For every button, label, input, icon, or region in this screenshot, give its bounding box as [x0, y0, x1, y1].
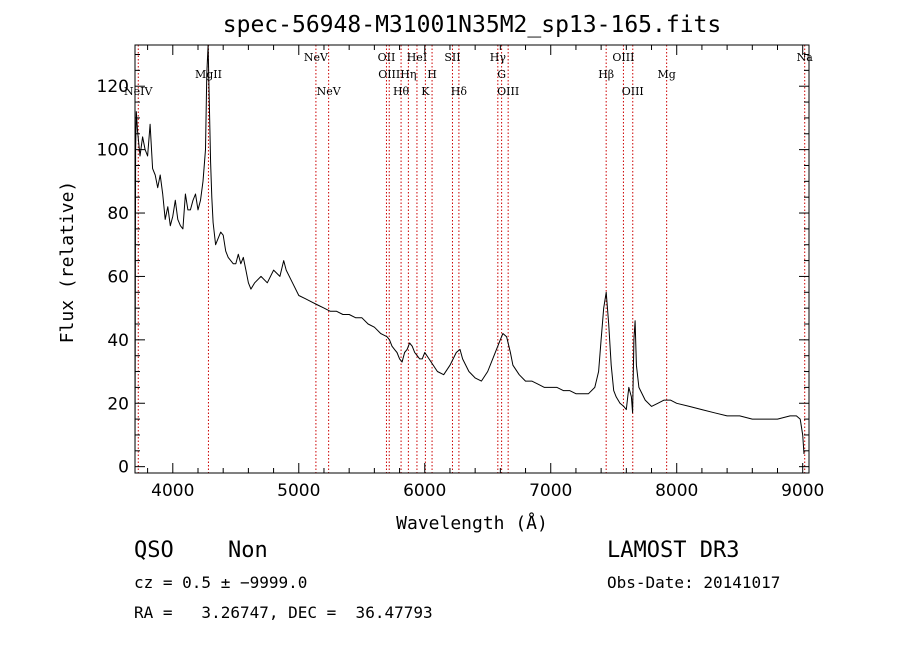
axis-ticks	[135, 45, 809, 473]
y-tick-label-5: 100	[97, 141, 129, 161]
line-label-8: HeI	[407, 51, 427, 64]
line-label-12: Hδ	[451, 85, 468, 98]
object-subclass: Non	[228, 538, 268, 563]
coordinates: RA = 3.26747, DEC = 36.47793	[134, 603, 433, 622]
x-tick-label-1: 5000	[277, 481, 320, 501]
axis-tick-labels: 4000 5000 6000 7000 8000 9000 0 20 40 60 80 100 120	[97, 77, 825, 501]
x-tick-label-0: 4000	[151, 481, 194, 501]
line-label-7: Hη	[400, 68, 416, 81]
line-label-15: OIII	[497, 85, 519, 98]
observation-date: Obs-Date: 20141017	[607, 573, 781, 592]
y-tick-label-6: 120	[97, 77, 129, 97]
line-label-6: Hθ	[393, 85, 410, 98]
y-tick-label-2: 40	[107, 331, 129, 351]
chart-title: spec-56948-M31001N35M2_sp13-165.fits	[223, 12, 722, 38]
x-tick-label-3: 7000	[529, 481, 572, 501]
line-label-14: G	[497, 68, 506, 81]
y-tick-label-4: 80	[107, 204, 129, 224]
line-label-5: OIII	[378, 68, 400, 81]
line-label-13: Hγ	[490, 51, 507, 64]
line-label-16: Hβ	[598, 68, 614, 81]
line-label-18: OIII	[622, 85, 644, 98]
x-axis-label: Wavelength (Å)	[396, 512, 548, 534]
line-label-2: NeV	[304, 51, 329, 64]
y-tick-label-3: 60	[107, 267, 129, 287]
x-tick-label-2: 6000	[403, 481, 446, 501]
y-axis-label: Flux (relative)	[57, 181, 78, 344]
x-tick-label-5: 9000	[781, 481, 824, 501]
emission-line-markers	[137, 45, 806, 473]
plot-frame	[134, 44, 810, 474]
object-class: QSO	[134, 538, 174, 563]
emission-line-labels: NeIVMgIINeVNeVOIIOIIIHθHηHeIKHSIIHδHγGOI…	[124, 51, 813, 98]
line-label-19: Mg	[657, 68, 675, 81]
redshift-cz: cz = 0.5 ± −9999.0	[134, 573, 308, 592]
y-tick-label-0: 0	[118, 458, 129, 478]
line-label-20: Na	[797, 51, 814, 64]
spectrum-line	[134, 44, 805, 461]
line-label-10: H	[427, 68, 437, 81]
x-tick-label-4: 8000	[655, 481, 698, 501]
line-label-11: SII	[444, 51, 460, 64]
y-tick-label-1: 20	[107, 394, 129, 414]
line-label-3: NeV	[317, 85, 342, 98]
line-label-9: K	[421, 85, 430, 98]
line-label-4: OII	[378, 51, 396, 64]
survey-name: LAMOST DR3	[607, 538, 740, 563]
line-label-0: NeIV	[124, 85, 153, 98]
line-label-17: OIII	[612, 51, 634, 64]
